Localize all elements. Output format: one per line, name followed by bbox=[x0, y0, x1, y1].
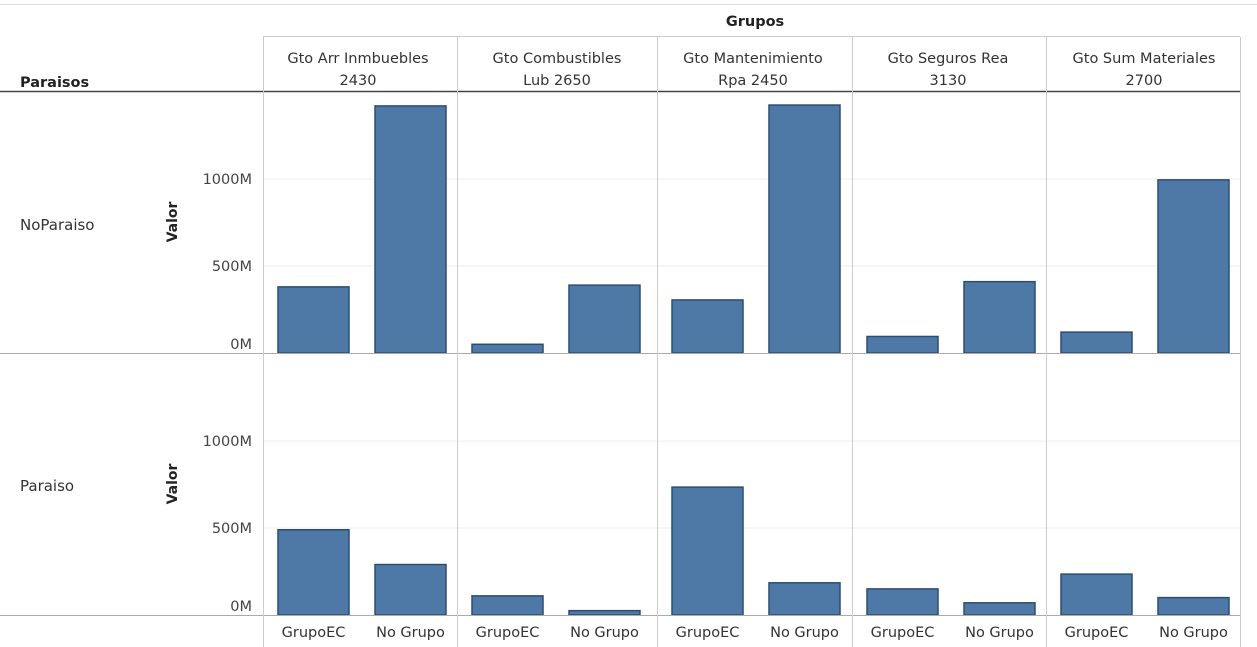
column-header-line2: 2430 bbox=[340, 73, 377, 89]
y-tick-label: 0M bbox=[230, 599, 252, 615]
bars bbox=[277, 104, 1230, 616]
bar bbox=[568, 284, 641, 354]
y-tick-label: 1000M bbox=[203, 434, 252, 450]
bar bbox=[471, 343, 544, 354]
y-tick-label: 0M bbox=[230, 337, 252, 353]
column-header-line2: 2700 bbox=[1126, 73, 1163, 89]
bar bbox=[374, 563, 447, 616]
column-header-line1: Gto Mantenimiento bbox=[683, 51, 823, 67]
bar bbox=[1157, 179, 1230, 354]
bar bbox=[866, 588, 939, 616]
bar bbox=[277, 286, 350, 354]
column-group-title: Grupos bbox=[726, 14, 784, 30]
x-category-label: No Grupo bbox=[770, 625, 839, 641]
y-axis-title: Valor bbox=[165, 201, 181, 242]
row-labels: NoParaiso Paraiso Valor Valor bbox=[20, 201, 181, 504]
x-category-label: No Grupo bbox=[570, 625, 639, 641]
bar bbox=[963, 280, 1036, 354]
bar bbox=[671, 299, 744, 354]
bar bbox=[1060, 331, 1133, 354]
y-tick-labels: 0M 500M 1000M 0M 500M 1000M bbox=[203, 172, 252, 615]
bar bbox=[1157, 596, 1230, 616]
bar bbox=[768, 582, 841, 616]
bar bbox=[963, 602, 1036, 616]
x-category-labels: GrupoEC No Grupo GrupoEC No Grupo GrupoEC No … bbox=[282, 625, 1228, 641]
column-header-line1: Gto Combustibles bbox=[493, 51, 622, 67]
x-category-label: No Grupo bbox=[376, 625, 445, 641]
y-tick-label: 500M bbox=[212, 521, 252, 537]
x-category-label: No Grupo bbox=[965, 625, 1034, 641]
y-tick-label: 500M bbox=[212, 259, 252, 275]
x-category-label: GrupoEC bbox=[282, 625, 346, 641]
column-header-line2: Lub 2650 bbox=[523, 73, 591, 89]
bar bbox=[1060, 573, 1133, 616]
column-headers: Gto Arr Inmbuebles 2430 Gto Combustibles… bbox=[287, 51, 1215, 89]
bar bbox=[768, 104, 841, 354]
column-header-line1: Gto Seguros Rea bbox=[888, 51, 1009, 67]
column-header-line2: 3130 bbox=[930, 73, 967, 89]
y-tick-label: 1000M bbox=[203, 172, 252, 188]
y-axis-title: Valor bbox=[165, 463, 181, 504]
x-category-label: GrupoEC bbox=[676, 625, 740, 641]
bar bbox=[866, 335, 939, 354]
column-header-line2: Rpa 2450 bbox=[718, 73, 788, 89]
x-category-label: No Grupo bbox=[1159, 625, 1228, 641]
row-group-title: Paraisos bbox=[20, 75, 89, 91]
bar bbox=[471, 595, 544, 616]
panel-lines bbox=[0, 4, 1257, 647]
column-header-line1: Gto Sum Materiales bbox=[1073, 51, 1216, 67]
x-category-label: GrupoEC bbox=[871, 625, 935, 641]
x-category-label: GrupoEC bbox=[476, 625, 540, 641]
bar bbox=[671, 486, 744, 616]
row-label: Paraiso bbox=[20, 477, 74, 495]
row-label: NoParaiso bbox=[20, 216, 94, 234]
bar bbox=[277, 528, 350, 616]
bar bbox=[374, 105, 447, 354]
x-category-label: GrupoEC bbox=[1065, 625, 1129, 641]
bar bbox=[568, 609, 641, 616]
column-header-line1: Gto Arr Inmbuebles bbox=[287, 51, 428, 67]
